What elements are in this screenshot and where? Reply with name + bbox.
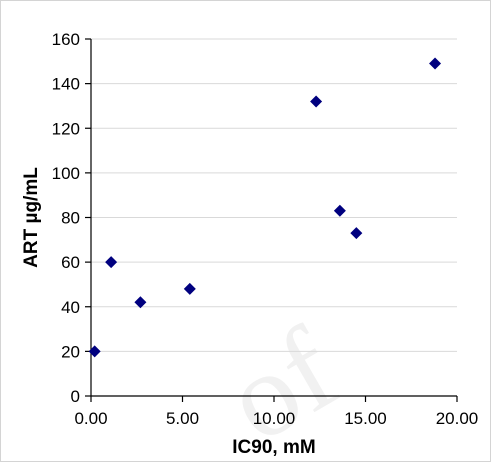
- y-tick-label: 140: [52, 75, 80, 94]
- x-tick-label: 15.00: [344, 409, 387, 428]
- data-point: [333, 204, 346, 217]
- y-tick-label: 100: [52, 164, 80, 183]
- y-tick-label: 20: [61, 342, 80, 361]
- y-tick-label: 0: [71, 387, 80, 406]
- data-point: [310, 95, 323, 108]
- y-tick-label: 160: [52, 30, 80, 49]
- data-point: [429, 57, 442, 70]
- gridlines: [91, 38, 457, 352]
- data-point: [350, 227, 363, 240]
- data-points: [88, 57, 442, 358]
- ticks: 0 20 40 60 80 100 120 140 160 0.00 5.00 10.00 15.00 2…: [52, 30, 479, 428]
- x-tick-label: 5.00: [166, 409, 199, 428]
- y-tick-label: 60: [61, 253, 80, 272]
- x-tick-label: 10.00: [253, 409, 296, 428]
- y-tick-label: 40: [61, 298, 80, 317]
- data-point: [88, 345, 101, 358]
- y-axis-title: ART µg/mL: [21, 167, 42, 268]
- x-tick-label: 20.00: [436, 409, 479, 428]
- data-point: [134, 296, 147, 309]
- x-tick-label: 0.00: [74, 409, 107, 428]
- data-point: [183, 282, 196, 295]
- data-point: [105, 256, 118, 269]
- x-axis-title: IC90, mM: [232, 437, 315, 458]
- y-tick-label: 120: [52, 119, 80, 138]
- y-tick-label: 80: [61, 209, 80, 228]
